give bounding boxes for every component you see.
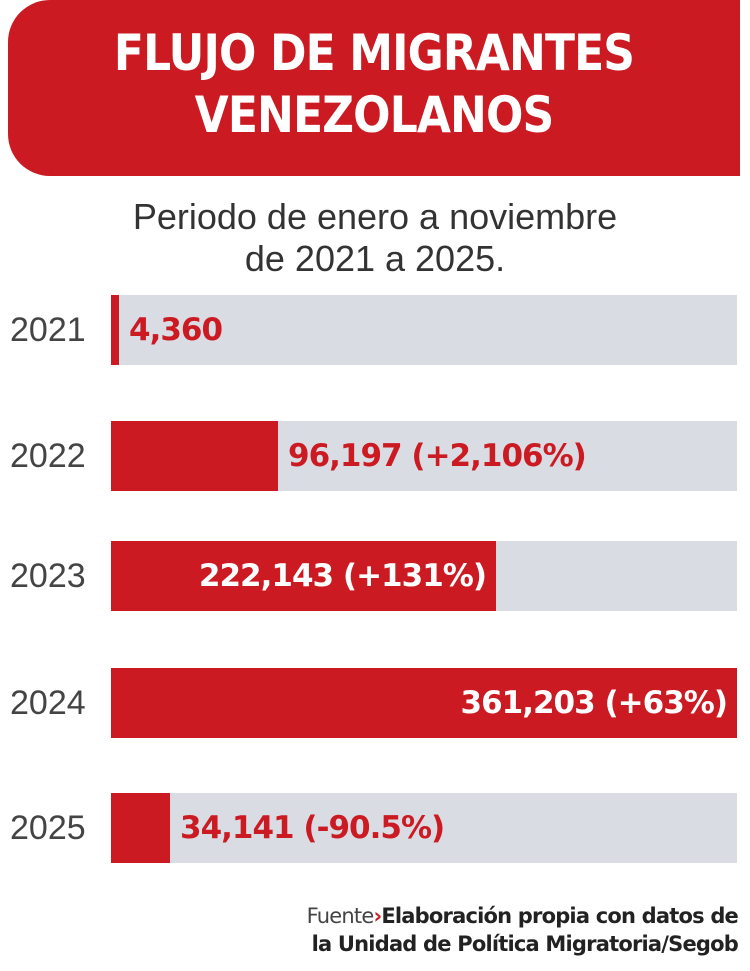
data-label: 361,203 (+63%): [460, 685, 728, 721]
title-line-2: VENEZOLANOS: [194, 86, 555, 144]
bar: [111, 295, 119, 365]
data-label: 222,143 (+131%): [198, 558, 487, 594]
title-banner: [8, 0, 740, 176]
category-label: 2024: [10, 684, 86, 722]
subtitle-line-2: de 2021 a 2025.: [244, 238, 506, 279]
chevron-right-icon: ›: [373, 904, 382, 928]
bar: [111, 541, 496, 611]
bar: [111, 793, 170, 863]
subtitle-line-1: Periodo de enero a noviembre: [132, 196, 618, 237]
bar: [111, 421, 278, 491]
category-label: 2021: [10, 311, 86, 349]
source-line-1: Elaboración propia con datos de: [381, 904, 738, 928]
chart-subtitle: Periodo de enero a noviembre de 2021 a 2…: [0, 196, 750, 280]
data-label: 96,197 (+2,106%): [288, 438, 587, 474]
category-label: 2022: [10, 437, 86, 475]
data-label: 34,141 (-90.5%): [180, 810, 445, 846]
chart-title: FLUJO DE MIGRANTES VENEZOLANOS: [52, 22, 696, 146]
bar: [111, 668, 737, 738]
bar-row: 2022 96,197 (+2,106%): [0, 421, 750, 491]
bar-track: 222,143 (+131%): [111, 541, 737, 611]
bar-track: 34,141 (-90.5%): [111, 793, 737, 863]
bar-track: 96,197 (+2,106%): [111, 421, 737, 491]
category-label: 2023: [10, 557, 86, 595]
source-note: Fuente›Elaboración propia con datos de l…: [306, 902, 739, 958]
bar-track: 361,203 (+63%): [111, 668, 737, 738]
title-line-1: FLUJO DE MIGRANTES: [113, 24, 635, 82]
bar-row: 2021 4,360: [0, 295, 750, 365]
data-label: 4,360: [129, 312, 223, 348]
bar-row: 2023 222,143 (+131%): [0, 541, 750, 611]
source-label: Fuente: [306, 904, 375, 928]
category-label: 2025: [10, 809, 86, 847]
bar-track: 4,360: [111, 295, 737, 365]
source-line-2: la Unidad de Política Migratoria/Segob: [311, 932, 739, 956]
bar-row: 2025 34,141 (-90.5%): [0, 793, 750, 863]
bar-row: 2024 361,203 (+63%): [0, 668, 750, 738]
